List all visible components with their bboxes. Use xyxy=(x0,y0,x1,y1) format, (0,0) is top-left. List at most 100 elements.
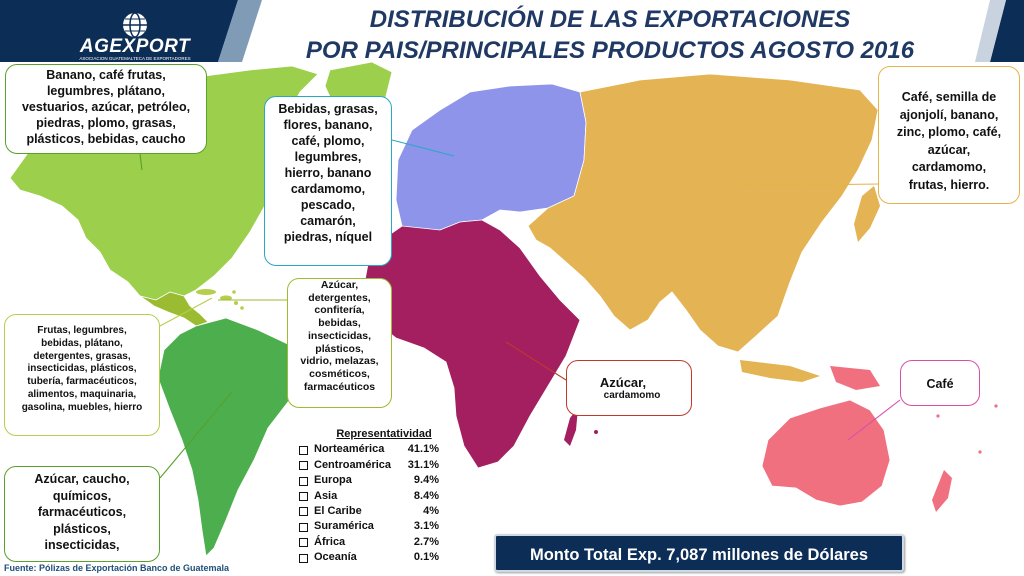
callout-norteamerica: Banano, café frutas, legumbres, plátano,… xyxy=(5,64,207,154)
region-share: 8.4% xyxy=(413,489,439,502)
header-accent-right xyxy=(975,0,1006,62)
callout-africa: Azúcar, cardamomo xyxy=(566,360,692,416)
total-exports-banner: Monto Total Exp. 7,087 millones de Dólar… xyxy=(494,534,904,572)
callout-line: camarón, xyxy=(300,214,356,228)
callout-line: vidrio, melazas, xyxy=(300,355,379,368)
callout-line: azúcar, xyxy=(927,142,971,157)
region-share: 31.1% xyxy=(407,458,439,471)
list-item: Norteamérica 41.1% xyxy=(297,442,457,457)
callout-line: bebidas, xyxy=(318,317,361,330)
callout-line: alimentos, maquinaria, xyxy=(27,388,137,400)
region-share: 0.1% xyxy=(413,551,439,564)
callout-line: Azúcar, xyxy=(599,375,647,390)
callout-line: plásticos, xyxy=(53,521,111,536)
callout-line: plásticos, bebidas, caucho xyxy=(26,132,186,146)
logo-globe-icon xyxy=(123,12,147,38)
continent-australia xyxy=(761,399,891,507)
callout-line: bebidas, plátano, xyxy=(41,337,123,349)
representatividad-title: Representatividad xyxy=(336,428,432,440)
callout-line: químicos, xyxy=(52,488,112,503)
callout-line: flores, banano, xyxy=(283,118,373,132)
callout-line: piedras, plomo, grasas, xyxy=(36,116,176,130)
checkbox-icon xyxy=(299,522,308,532)
callout-caribe: Frutas, legumbres, bebidas, plátano, det… xyxy=(4,314,160,436)
checkbox-icon xyxy=(299,553,308,563)
list-item: Oceanía 0.1% xyxy=(297,550,457,565)
africa-islands xyxy=(446,350,598,434)
region-name: Asia xyxy=(314,489,338,502)
callout-line: piedras, níquel xyxy=(283,230,373,244)
callout-line: Frutas, legumbres, xyxy=(37,325,127,336)
header-banner-left xyxy=(0,0,238,62)
callout-line: confitería, xyxy=(314,304,365,317)
callout-line: café, plomo, xyxy=(291,134,365,148)
callout-line: hierro, banano xyxy=(284,166,372,180)
callout-line: insecticidas, xyxy=(307,329,372,342)
callout-line: tubería, farmacéuticos, xyxy=(27,376,137,388)
callout-line: cardamomo, xyxy=(290,182,366,196)
island-new-guinea xyxy=(830,366,880,390)
region-name: Norteamérica xyxy=(314,443,385,456)
callout-line: plásticos, xyxy=(315,342,364,355)
list-item: Suramérica 3.1% xyxy=(297,519,457,534)
representatividad-list: Representatividad Norteamérica 41.1% Cent… xyxy=(297,427,457,566)
region-name: Suramérica xyxy=(314,520,374,533)
callout-centroamerica: Azúcar, detergentes, confitería, bebidas… xyxy=(287,278,392,408)
checkbox-icon xyxy=(299,445,308,455)
list-item: Centroamérica 31.1% xyxy=(297,458,457,473)
logo-name: AGEXPORT xyxy=(79,36,191,57)
title-line-2: POR PAIS/PRINCIPALES PRODUCTOS AGOSTO 20… xyxy=(305,37,915,64)
island-japan xyxy=(854,186,880,242)
checkbox-icon xyxy=(299,507,308,517)
callout-line: legumbres, xyxy=(294,150,362,164)
callout-line: insecticidas, xyxy=(44,538,120,552)
list-item: Asia 8.4% xyxy=(297,489,457,504)
region-name: Oceanía xyxy=(314,551,357,564)
agexport-logo: AGEXPORT ASOCIACION GUATEMALTECA DE EXPO… xyxy=(55,12,215,61)
region-share: 4% xyxy=(423,504,439,517)
callout-europa: Bebidas, grasas, flores, banano, café, p… xyxy=(264,96,392,266)
checkbox-icon xyxy=(299,492,308,502)
island-madagascar xyxy=(564,408,578,446)
list-item: Europa 9.4% xyxy=(297,473,457,488)
region-share: 9.4% xyxy=(413,474,439,487)
callout-line: vestuarios, azúcar, petróleo, xyxy=(21,100,191,114)
region-share: 2.7% xyxy=(413,535,439,548)
region-share: 3.1% xyxy=(413,520,439,533)
region-name: El Caribe xyxy=(314,504,362,517)
page-title: DISTRIBUCIÓN DE LAS EXPORTACIONES POR PA… xyxy=(220,4,1000,66)
callout-line: cosméticos, xyxy=(309,367,370,380)
callout-line: Azúcar, caucho, xyxy=(34,472,130,486)
callout-line: farmacéuticos, xyxy=(37,505,127,519)
callout-line: legumbres, plátano, xyxy=(46,84,166,98)
region-name: Centroamérica xyxy=(314,458,392,471)
callout-line: detergentes, xyxy=(308,291,371,304)
checkbox-icon xyxy=(299,538,308,548)
callout-line: Banano, café frutas, xyxy=(46,68,166,82)
continent-south-america xyxy=(157,317,301,557)
callout-line: detergentes, grasas, xyxy=(33,350,131,362)
callout-line: Café, semilla de xyxy=(901,90,997,104)
logo-subtitle: ASOCIACION GUATEMALTECA DE EXPORTADORES xyxy=(79,56,191,61)
list-item: África 2.7% xyxy=(297,535,457,550)
island-new-zealand xyxy=(932,470,952,512)
checkbox-icon xyxy=(299,461,308,471)
list-item: El Caribe 4% xyxy=(297,504,457,519)
callout-line: Azúcar, xyxy=(320,279,359,291)
caribbean-islands xyxy=(196,289,244,310)
callout-asia: Café, semilla de ajonjolí, banano, zinc,… xyxy=(878,66,1020,204)
source-note: Fuente: Pólizas de Exportación Banco de … xyxy=(4,563,230,573)
continent-central-america xyxy=(139,291,209,327)
header-accent-left xyxy=(218,0,262,62)
callout-line: pescado, xyxy=(300,198,356,212)
callout-line: cardamomo xyxy=(603,390,661,401)
callout-line: zinc, plomo, café, xyxy=(896,125,1002,139)
callout-oceania: Café xyxy=(900,360,980,406)
region-name: Europa xyxy=(314,474,352,487)
title-line-1: DISTRIBUCIÓN DE LAS EXPORTACIONES xyxy=(369,6,851,33)
island-indonesia xyxy=(740,360,820,382)
callout-line: cardamomo, xyxy=(911,160,987,174)
callout-suramerica: Azúcar, caucho, químicos, farmacéuticos,… xyxy=(4,466,160,562)
callout-line: Bebidas, grasas, xyxy=(278,102,378,116)
region-name: África xyxy=(314,535,346,548)
